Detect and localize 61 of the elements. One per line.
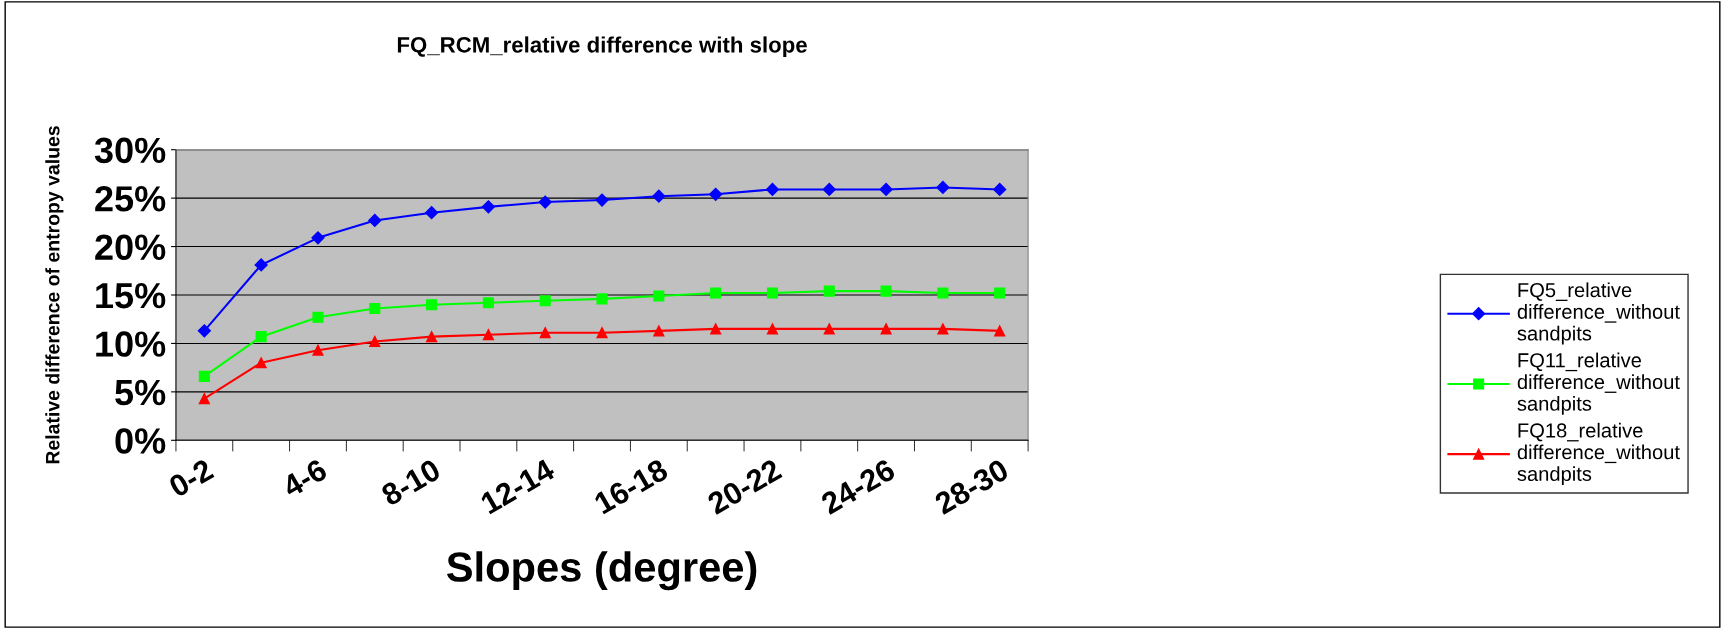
point [426, 299, 438, 311]
point [369, 335, 381, 348]
point [937, 323, 949, 335]
point [482, 329, 494, 341]
point [710, 287, 722, 299]
point [198, 393, 210, 405]
point [653, 325, 665, 337]
point [539, 327, 551, 339]
y-axis-title: Relative difference of entropy values [45, 126, 64, 464]
point [197, 324, 211, 338]
x-tick-label: 4-6 [280, 458, 329, 499]
legend-label: FQ11_relative difference_without sandpits [1517, 352, 1680, 415]
point [652, 189, 666, 203]
point [880, 323, 892, 335]
point [312, 311, 324, 323]
point [255, 331, 267, 343]
x-axis-title: Slopes (degree) [446, 551, 757, 591]
x-tick-label: 0-2 [167, 458, 215, 498]
point [596, 293, 608, 305]
point [994, 287, 1006, 299]
point [369, 303, 381, 315]
y-tick-label: 30% [94, 137, 166, 164]
point [823, 323, 835, 335]
y-tick-label: 5% [115, 379, 166, 406]
point [880, 285, 892, 297]
point [255, 357, 267, 369]
point [936, 180, 950, 195]
y-tick-label: 25% [95, 186, 166, 212]
point [254, 258, 268, 272]
x-tick-label: 8-10 [379, 458, 442, 507]
point [766, 323, 779, 335]
point [311, 231, 325, 245]
point [937, 287, 949, 299]
point [538, 195, 552, 209]
point [482, 297, 494, 309]
point [539, 295, 551, 307]
point [653, 290, 665, 302]
point [596, 327, 608, 339]
point [710, 323, 722, 335]
point [426, 331, 438, 343]
point [709, 187, 723, 201]
y-tick-label: 20% [95, 234, 166, 261]
point [312, 344, 324, 356]
chart-title: FQ_RCM_relative difference with slope [397, 36, 807, 58]
y-tick-label: 10% [96, 331, 166, 357]
point [994, 325, 1006, 337]
point [879, 182, 893, 197]
point [993, 182, 1007, 197]
point [425, 206, 439, 220]
point [823, 285, 835, 297]
y-tick-label: 0% [115, 428, 166, 454]
y-tick-label: 15% [96, 282, 166, 309]
point [822, 182, 836, 197]
point [595, 193, 609, 207]
point [766, 287, 779, 299]
point [198, 370, 210, 382]
legend-label: FQ18_relative difference_without sandpits [1517, 422, 1680, 485]
legend-label: FQ5_relative difference_without sandpits [1517, 282, 1680, 345]
point [765, 182, 780, 197]
point [481, 200, 495, 214]
point [368, 213, 382, 228]
